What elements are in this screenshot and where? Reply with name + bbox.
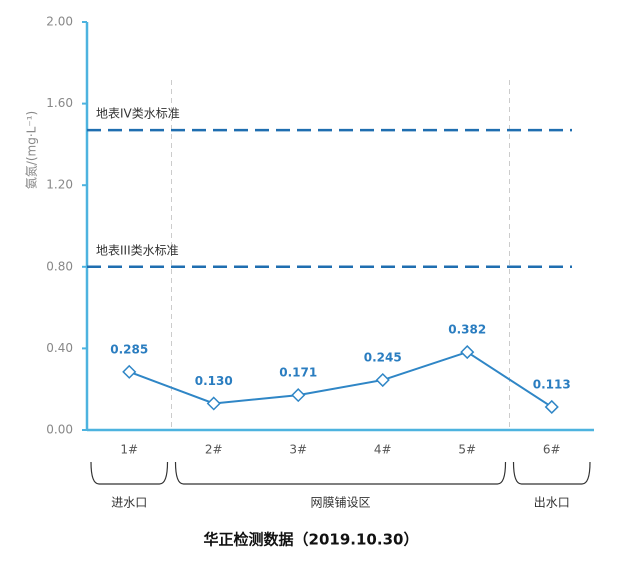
data-label: 0.285: [110, 342, 148, 356]
y-tick-label: 1.60: [46, 96, 73, 110]
x-tick-label: 2#: [205, 443, 223, 457]
group-label: 网膜铺设区: [310, 496, 370, 510]
y-axis-label: 氨氮/(mg·L⁻¹): [24, 111, 39, 189]
caption: 华正检测数据（2019.10.30）: [204, 531, 419, 549]
data-marker: [460, 345, 475, 360]
data-label: 0.171: [279, 366, 317, 380]
x-tick-label: 1#: [120, 443, 138, 457]
reference-label: 地表IV类水标准: [96, 107, 180, 121]
data-label: 0.130: [195, 374, 233, 388]
y-tick-label: 2.00: [46, 15, 73, 29]
y-tick-label: 1.20: [46, 178, 73, 192]
x-tick-label: 5#: [458, 443, 476, 457]
x-tick-label: 4#: [374, 443, 392, 457]
data-line: [128, 350, 553, 408]
group-bracket: [90, 461, 169, 485]
data-marker: [122, 364, 137, 379]
group-bracket: [174, 461, 507, 485]
data-label: 0.382: [448, 323, 486, 337]
y-tick-label: 0.40: [46, 341, 73, 355]
group-label: 进水口: [111, 496, 147, 510]
y-tick-label: 0.00: [46, 423, 73, 437]
x-tick-label: 6#: [543, 443, 561, 457]
y-tick-label: 0.80: [46, 259, 73, 273]
group-label: 出水口: [534, 496, 570, 510]
data-marker: [291, 388, 306, 403]
data-label: 0.245: [364, 351, 402, 365]
data-marker: [375, 372, 390, 388]
x-tick-label: 3#: [289, 443, 307, 457]
group-bracket: [512, 461, 591, 485]
data-label: 0.113: [533, 377, 571, 391]
data-marker: [544, 399, 559, 415]
reference-label: 地表III类水标准: [96, 243, 179, 257]
data-marker: [206, 396, 221, 411]
